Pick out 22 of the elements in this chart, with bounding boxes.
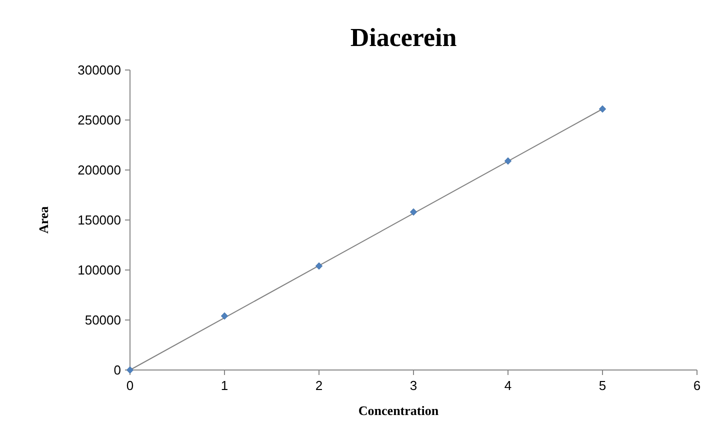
- y-axis-title: Area: [36, 206, 51, 234]
- point: [504, 157, 512, 165]
- y-tick-label: 300000: [78, 62, 121, 78]
- chart-title: Diacerein: [350, 23, 458, 52]
- x-tick-label: 6: [693, 378, 701, 393]
- x-tick-label: 0: [126, 378, 134, 393]
- y-tick-label: 0: [114, 362, 121, 378]
- y-tick-label: 150000: [78, 212, 121, 228]
- y-tick-label: 250000: [78, 112, 121, 128]
- point: [410, 208, 418, 216]
- y-tick-label: 50000: [84, 312, 121, 328]
- x-tick-label: 5: [598, 378, 606, 393]
- y-tick-label: 200000: [78, 162, 121, 178]
- x-tick-label: 4: [504, 378, 512, 393]
- y-tick-label: 100000: [78, 262, 121, 278]
- point: [315, 262, 323, 270]
- x-tick-label: 1: [220, 378, 228, 393]
- point: [220, 312, 228, 320]
- x-tick-label: 3: [410, 378, 418, 393]
- x-tick-label: 2: [315, 378, 323, 393]
- point: [598, 105, 606, 113]
- x-axis-title: Concentration: [358, 403, 440, 418]
